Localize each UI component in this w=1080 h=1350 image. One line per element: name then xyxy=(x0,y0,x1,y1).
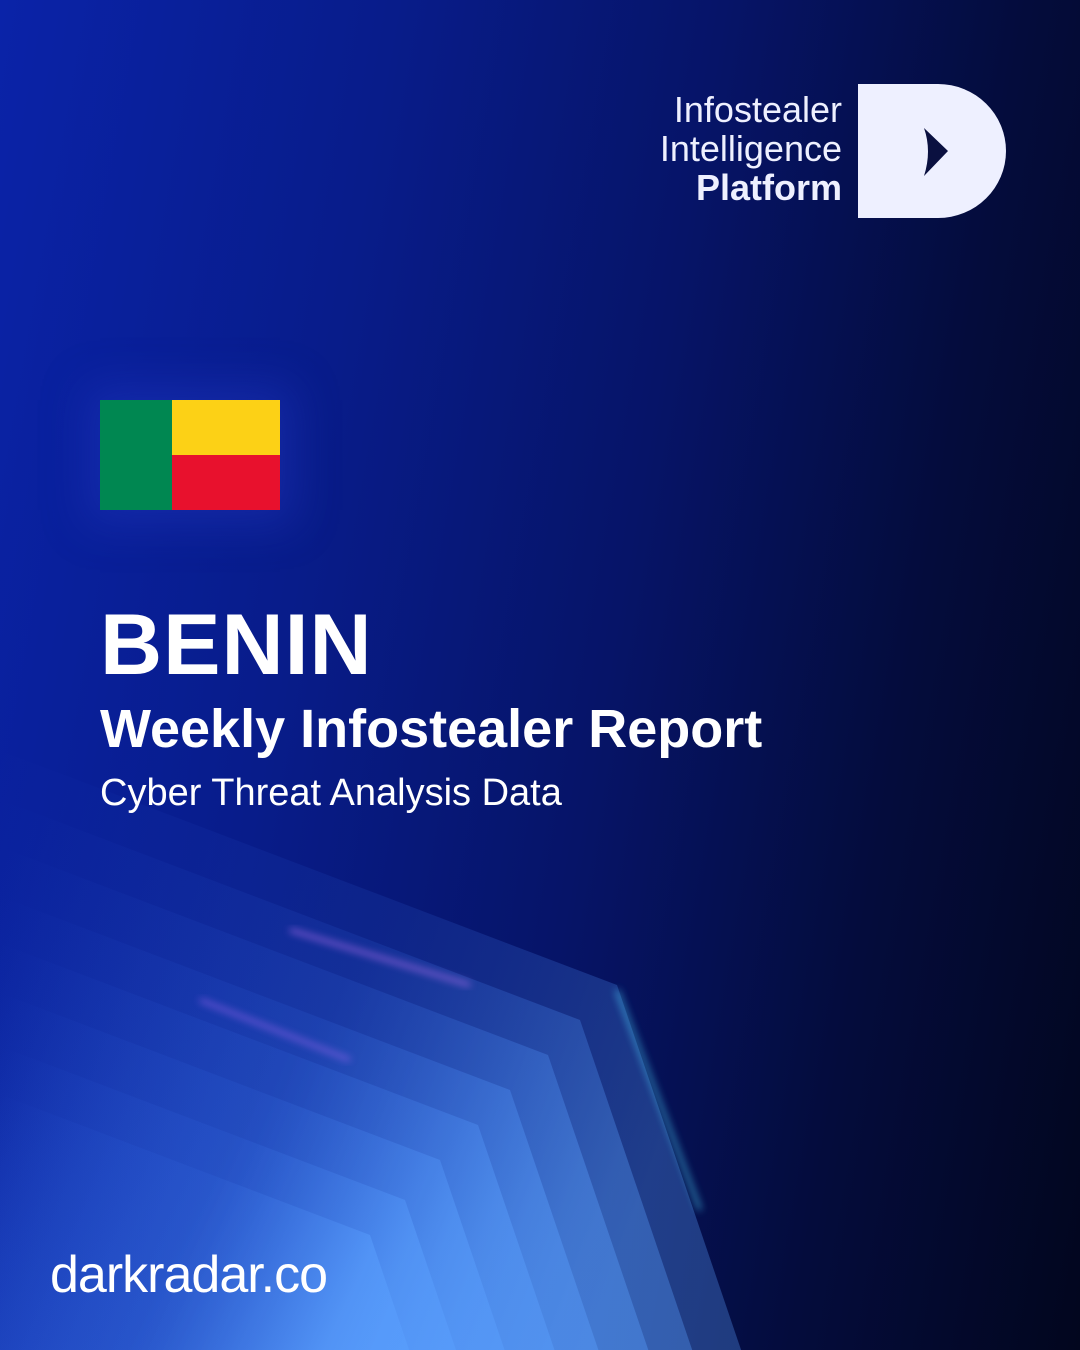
chevron-band xyxy=(0,1094,410,1350)
brand-line-2: Intelligence xyxy=(659,128,842,169)
report-title: Weekly Infostealer Report xyxy=(100,699,763,759)
brand-line-1: Infostealer xyxy=(673,89,842,130)
website-url: darkradar.co xyxy=(50,1246,328,1304)
report-subtitle: Cyber Threat Analysis Data xyxy=(100,772,562,814)
light-streak xyxy=(615,989,702,1211)
flag-yellow-band xyxy=(172,400,280,455)
darkradar-logo-icon xyxy=(858,84,1006,218)
benin-flag xyxy=(100,400,280,510)
country-heading: BENIN xyxy=(100,597,373,693)
flag-green-band xyxy=(100,400,172,510)
brand-line-3: Platform xyxy=(695,167,842,208)
light-streak xyxy=(199,998,351,1062)
light-streak xyxy=(289,928,471,987)
brand-tagline: Infostealer Intelligence Platform xyxy=(660,90,842,207)
flag-red-band xyxy=(172,455,280,510)
